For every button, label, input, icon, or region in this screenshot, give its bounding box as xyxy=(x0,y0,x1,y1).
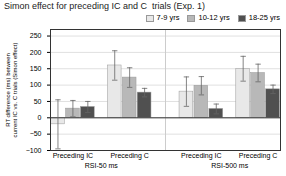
svg-text:RT difference (ms) betweencurr: RT difference (ms) betweencurrent IC vs.… xyxy=(5,43,18,138)
svg-text:100: 100 xyxy=(30,81,42,88)
svg-text:200: 200 xyxy=(30,49,42,56)
svg-text:RSI-50 ms: RSI-50 ms xyxy=(85,162,119,169)
svg-text:50: 50 xyxy=(34,98,42,105)
svg-text:Preceding C: Preceding C xyxy=(110,152,149,160)
svg-text:150: 150 xyxy=(30,65,42,72)
svg-text:250: 250 xyxy=(30,32,42,39)
svg-text:Preceding IC: Preceding IC xyxy=(53,152,93,160)
svg-text:Preceding C: Preceding C xyxy=(239,152,278,160)
svg-text:−50: −50 xyxy=(30,130,42,137)
html-text:10-12 yrs: 10-12 yrs xyxy=(198,13,230,22)
svg-text:0: 0 xyxy=(38,114,42,121)
html-text:7-9 yrs: 7-9 yrs xyxy=(156,13,180,22)
html-text:Simon effect for preceding IC: Simon effect for preceding IC and C tria… xyxy=(4,1,205,11)
svg-text:−100: −100 xyxy=(26,147,42,154)
html-text:18-25 yrs: 18-25 yrs xyxy=(248,13,280,22)
svg-text:Preceding IC: Preceding IC xyxy=(181,152,221,160)
svg-text:RSI-500 ms: RSI-500 ms xyxy=(211,162,248,169)
